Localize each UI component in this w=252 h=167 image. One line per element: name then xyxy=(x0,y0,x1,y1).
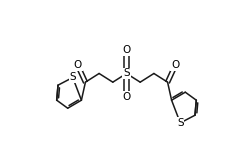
Text: O: O xyxy=(170,60,179,70)
Text: S: S xyxy=(123,68,129,78)
Text: O: O xyxy=(122,92,130,102)
Text: S: S xyxy=(69,72,76,82)
Text: S: S xyxy=(176,118,183,128)
Text: O: O xyxy=(122,45,130,55)
Text: O: O xyxy=(73,60,82,70)
